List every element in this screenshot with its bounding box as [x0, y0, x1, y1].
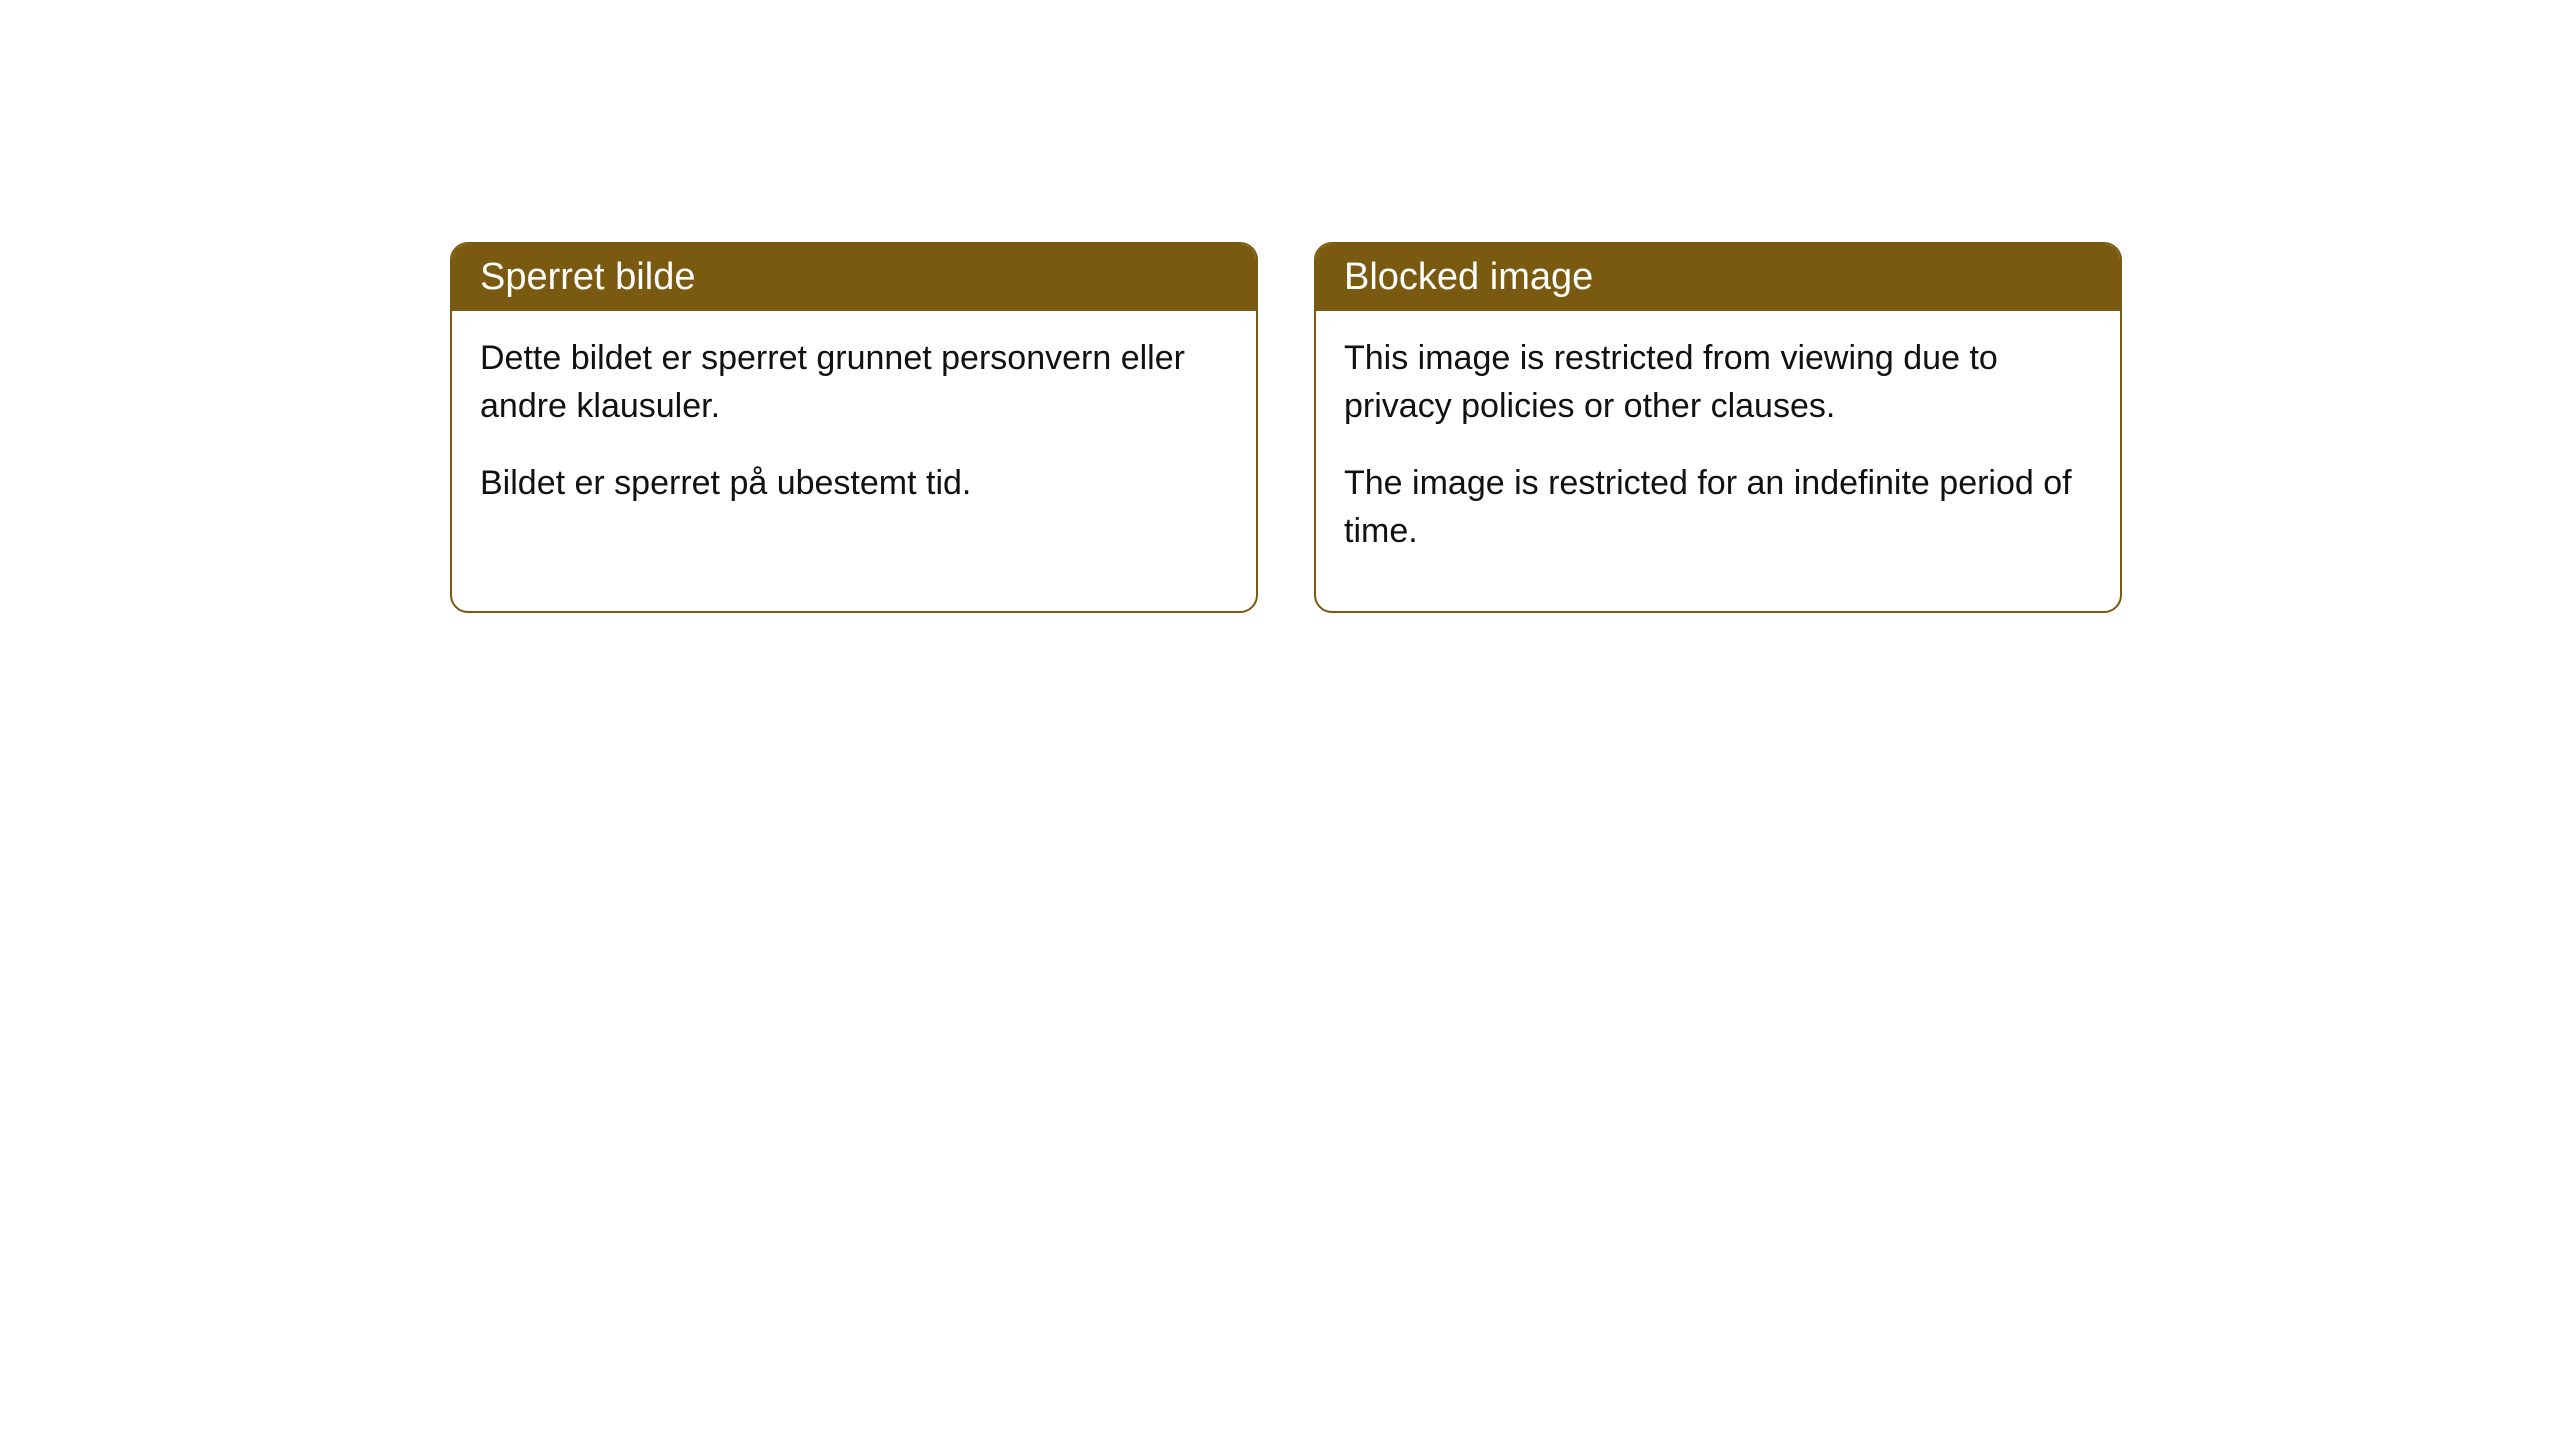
notice-card-norwegian: Sperret bilde Dette bildet er sperret gr… — [450, 242, 1258, 613]
card-body: This image is restricted from viewing du… — [1316, 311, 2120, 611]
card-header: Sperret bilde — [452, 244, 1256, 311]
card-header: Blocked image — [1316, 244, 2120, 311]
card-paragraph: The image is restricted for an indefinit… — [1344, 460, 2092, 555]
card-paragraph: This image is restricted from viewing du… — [1344, 335, 2092, 430]
card-paragraph: Dette bildet er sperret grunnet personve… — [480, 335, 1228, 430]
card-paragraph: Bildet er sperret på ubestemt tid. — [480, 460, 1228, 508]
notice-cards-container: Sperret bilde Dette bildet er sperret gr… — [450, 242, 2122, 613]
card-body: Dette bildet er sperret grunnet personve… — [452, 311, 1256, 564]
notice-card-english: Blocked image This image is restricted f… — [1314, 242, 2122, 613]
